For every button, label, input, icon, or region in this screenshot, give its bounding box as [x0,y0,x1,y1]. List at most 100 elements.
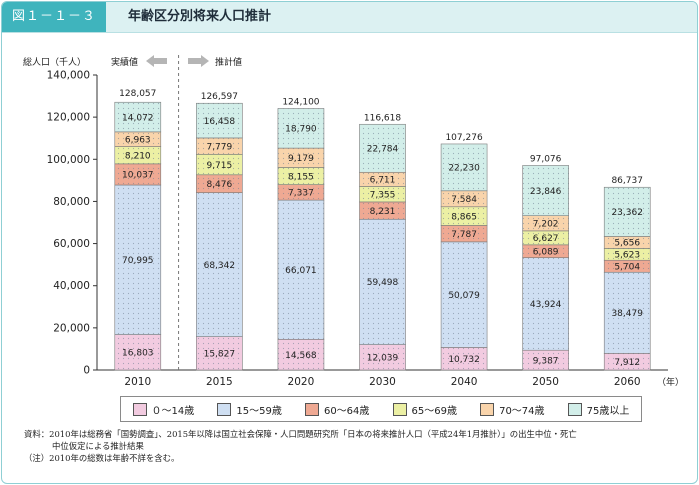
segment-value-label: 10,037 [122,171,154,181]
total-value-label: 124,100 [282,98,319,108]
x-tick-label: 2060 [614,376,641,388]
bar-segment-texture [441,241,488,348]
actual-values-label: 実績値 [111,56,138,68]
legend-swatch [480,402,495,416]
segment-value-label: 6,711 [370,176,396,186]
bar-segment-texture [522,350,569,370]
bar-segment-texture [114,163,161,185]
bar-segment-texture [359,201,406,220]
bar-segment-texture [196,336,243,370]
legend-item: 75歳以上 [567,402,630,417]
bar-segment-texture [277,167,324,185]
segment-value-label: 5,656 [614,239,640,249]
bar-segment-texture [359,172,406,187]
total-value-label: 116,618 [364,113,401,123]
legend-label: 65～69歳 [411,405,457,417]
segment-value-label: 22,784 [367,145,399,155]
legend-swatch [217,402,232,416]
figure-number: 図１－１－３ [2,2,106,32]
segment-value-label: 70,995 [122,256,154,266]
bar-segment-texture [114,102,161,132]
legend-item: 65～69歳 [392,402,457,417]
legend-label: 75歳以上 [586,405,630,417]
bar-segment-texture [277,108,324,149]
segment-value-label: 10,732 [448,355,480,365]
y-tick-label: 80,000 [53,196,90,208]
y-tick-label: 100,000 [47,154,90,166]
x-tick-label: 2040 [451,376,478,388]
x-tick-label: 2020 [288,376,315,388]
legend-item: 15～59歳 [217,402,282,417]
segment-value-label: 8,210 [125,151,151,161]
segment-value-label: 7,779 [206,142,232,152]
segment-value-label: 7,584 [451,195,477,205]
legend-swatch [392,402,407,416]
left-arrow-icon [146,55,167,67]
source-line-1: 資料：2010年は総務省「国勢調査」、2015年以降は国立社会保障・人口問題研究… [24,429,577,439]
segment-value-label: 7,202 [533,220,559,230]
segment-value-label: 8,155 [288,172,314,182]
legend-label: 70～74歳 [499,405,545,417]
bar-segment-texture [114,146,161,164]
bar-segment-texture [196,154,243,175]
x-tick-label: 2010 [124,376,151,388]
bar-segment-texture [114,184,161,335]
segment-value-label: 14,568 [285,351,317,361]
segment-value-label: 5,704 [614,263,640,273]
bar-segment-texture [196,137,243,155]
bar-segment-texture [522,165,569,216]
segment-value-label: 5,623 [614,251,640,261]
segment-value-label: 8,231 [370,207,396,217]
legend-item: 60～64歳 [304,402,369,417]
segment-value-label: 7,337 [288,189,314,199]
bar-segment-texture [359,186,406,202]
y-tick-label: 20,000 [53,322,90,334]
segment-value-label: 50,079 [448,291,480,301]
segment-value-label: 68,342 [204,261,236,271]
bar-segment-texture [441,225,488,242]
bar-segment-texture [277,339,324,370]
segment-value-label: 7,355 [370,190,396,200]
population-chart: 0 20,000 40,000 60,000 80,000 100,000 120,000 1… [23,55,684,388]
segment-value-label: 38,479 [611,309,643,319]
segment-value-label: 66,071 [285,266,317,276]
y-tick-label: 140,000 [47,70,90,82]
bar-segment-texture [277,148,324,168]
segment-value-label: 59,498 [367,278,399,288]
segment-value-label: 14,072 [122,113,154,123]
segment-value-label: 16,803 [122,349,154,359]
legend-swatch [132,402,147,416]
bar-segment-texture [277,184,324,201]
bar-segment-texture [604,187,651,237]
bar-segment-texture [604,236,651,249]
note-line: （注）2010年の総数は年齢不詳を含む。 [24,453,180,463]
segment-value-label: 9,387 [533,356,559,366]
segment-value-label: 15,827 [204,350,236,360]
segment-value-label: 7,787 [451,230,477,240]
total-value-label: 128,057 [119,89,156,99]
bar-segment-texture [522,257,569,351]
bar-segment-texture [604,260,651,273]
bar-segment-texture [604,353,651,370]
y-tick-label: 40,000 [53,280,90,292]
segment-value-label: 8,865 [451,212,477,222]
legend-swatch [304,402,319,416]
bar-segment-texture [441,190,488,207]
y-axis-label: 総人口（千人） [23,56,86,68]
legend-item: ０～14歳 [132,402,194,417]
total-value-label: 126,597 [201,92,238,102]
projection-values-label: 推計値 [215,56,242,68]
bar-segment-texture [441,347,488,370]
segment-value-label: 23,362 [611,208,643,218]
segment-value-label: 6,627 [533,234,559,244]
segment-value-label: 43,924 [530,300,562,310]
segment-value-label: 6,089 [533,248,559,258]
segment-value-label: 12,039 [367,354,399,364]
bar-segment-texture [277,200,324,340]
bar-segment-texture [441,206,488,226]
total-value-label: 97,076 [530,154,562,164]
segment-value-label: 9,179 [288,154,314,164]
segment-value-label: 16,458 [204,117,236,127]
bar-segment-texture [522,244,569,258]
total-value-label: 107,276 [445,133,482,143]
